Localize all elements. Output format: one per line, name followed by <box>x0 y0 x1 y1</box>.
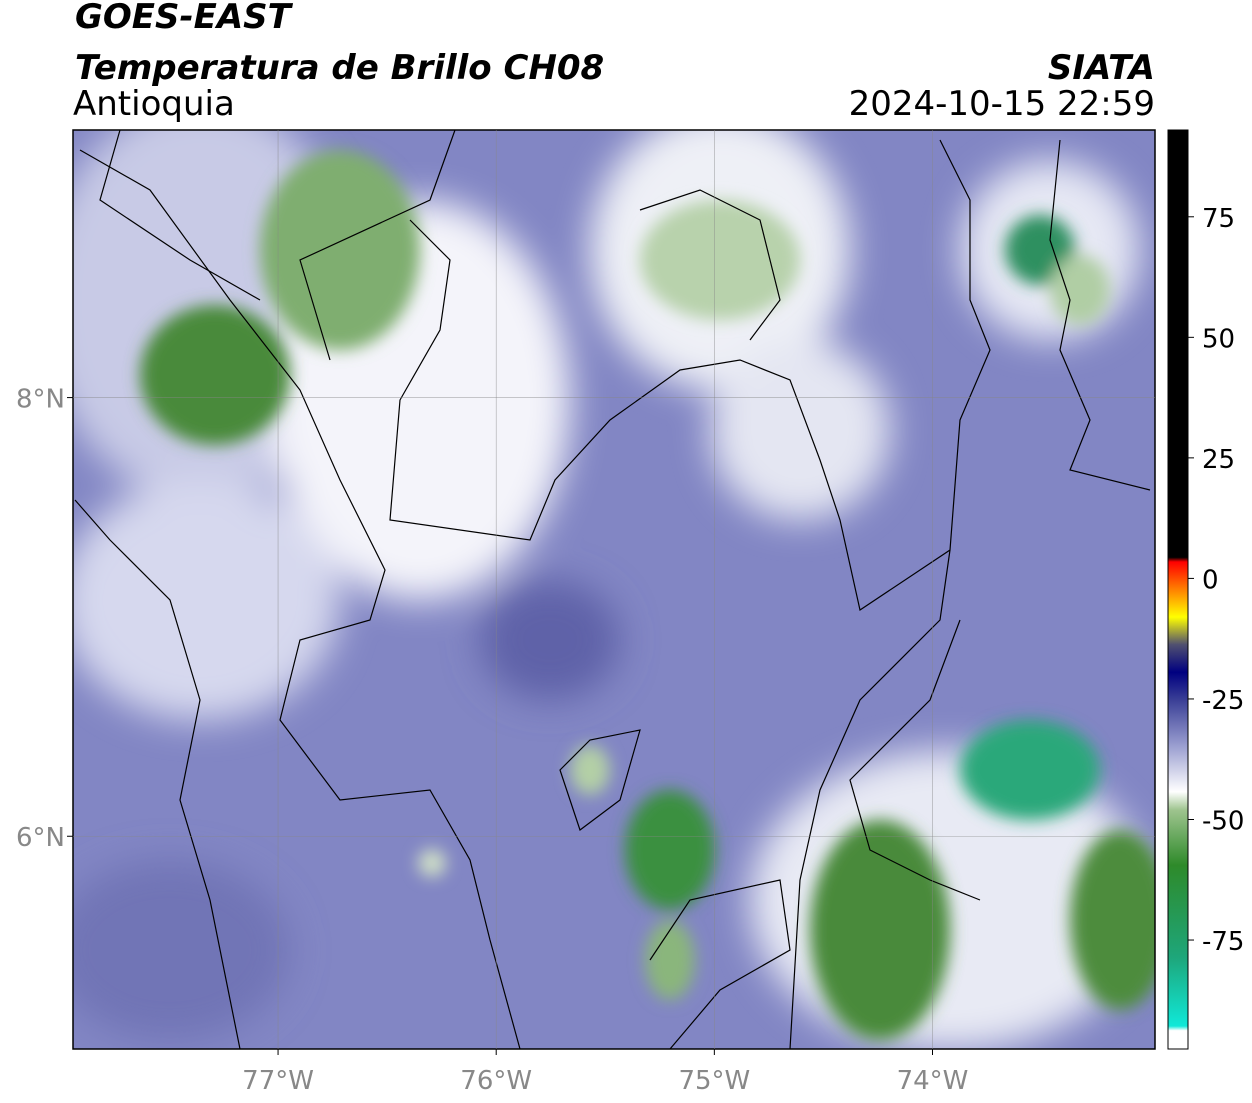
map-frame <box>72 129 1156 1050</box>
colorbar-tick-label: -75 <box>1202 927 1244 957</box>
colorbar-tick-label: 75 <box>1202 204 1235 234</box>
title: GOES-EAST <box>75 0 294 37</box>
x-tick-label: 77°W <box>242 1066 314 1096</box>
source: SIATA <box>1048 48 1155 88</box>
colorbar-tick-label: -25 <box>1202 686 1244 716</box>
y-tick-label: 6°N <box>16 823 65 853</box>
satellite-image <box>73 130 1155 1049</box>
y-tick-label: 8°N <box>16 385 65 415</box>
colorbar-tick-label: 50 <box>1202 324 1235 354</box>
x-tick-label: 76°W <box>460 1066 532 1096</box>
colorbar <box>1167 129 1189 1050</box>
subtitle: Temperatura de Brillo CH08 <box>75 48 604 88</box>
datetime: 2024-10-15 22:59 <box>849 84 1155 124</box>
colorbar-tick-label: 0 <box>1202 565 1219 595</box>
colorbar-tick-label: -50 <box>1202 806 1244 836</box>
x-tick-label: 74°W <box>897 1066 969 1096</box>
borders <box>74 130 1151 1049</box>
colorbar-tick-label: 25 <box>1202 445 1235 475</box>
x-tick-label: 75°W <box>678 1066 750 1096</box>
region: Antioquia <box>73 84 235 124</box>
